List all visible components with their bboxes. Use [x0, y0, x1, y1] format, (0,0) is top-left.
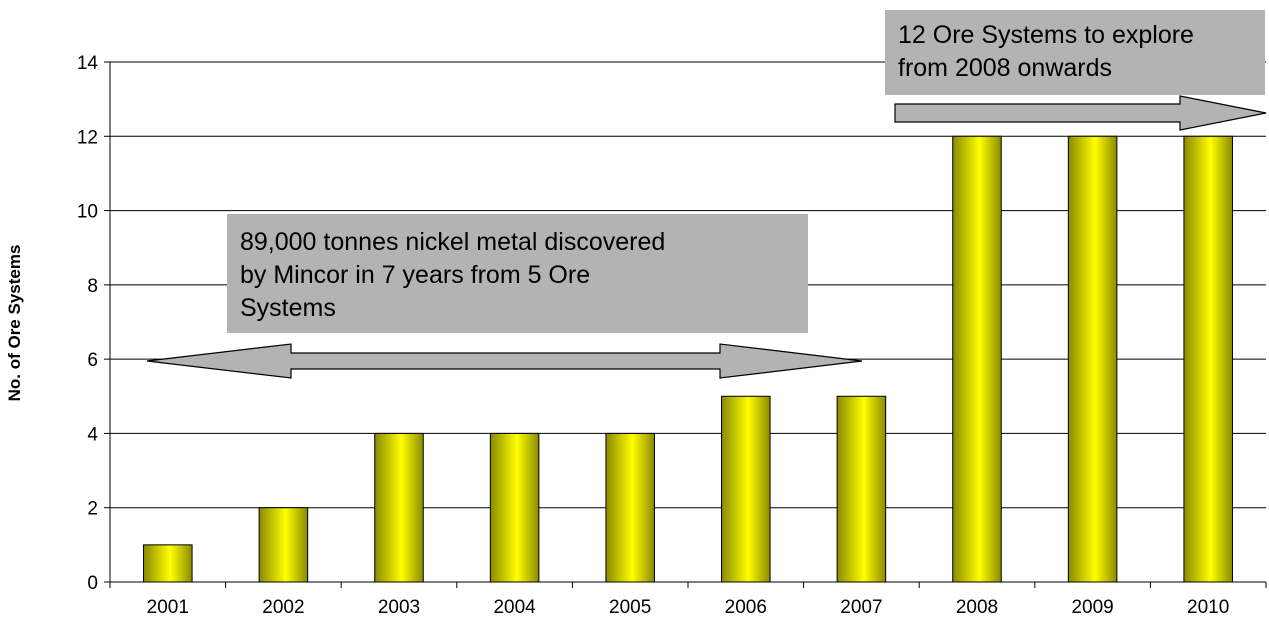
right-arrow-icon [894, 95, 1267, 131]
callout-future-line-1: 12 Ore Systems to explore [898, 21, 1194, 49]
x-tick-label: 2002 [262, 597, 304, 618]
callout-history-box [227, 214, 808, 333]
x-axis: 2001 2002 2003 2004 2005 2006 2007 2008 2009 2010 [109, 581, 1267, 618]
bar-2005 [605, 432, 655, 583]
bar-2001 [143, 544, 193, 583]
x-tick-label: 2008 [956, 597, 998, 618]
double-arrow-icon [146, 343, 863, 379]
x-tick-label: 2003 [378, 597, 420, 618]
bar-2002 [258, 507, 309, 583]
callout-history-line-1: 89,000 tonnes nickel metal discovered [240, 228, 665, 256]
bar-2008 [952, 135, 1002, 583]
x-tick-label: 2001 [147, 597, 189, 618]
callout-history-line-2: by Mincor in 7 years from 5 Ore [240, 261, 590, 289]
y-tick-label: 6 [87, 350, 98, 371]
bar-2006 [721, 395, 771, 583]
x-tick-label: 2006 [725, 597, 767, 618]
y-tick-label: 4 [87, 424, 98, 445]
callout-history: 89,000 tonnes nickel metal discovered by… [227, 214, 808, 333]
y-tick-label: 8 [87, 276, 98, 297]
x-tick-label: 2010 [1187, 597, 1229, 618]
x-tick-label: 2009 [1071, 597, 1113, 618]
bar-2004 [489, 432, 540, 583]
x-tick-label: 2004 [493, 597, 536, 618]
bar-2009 [1067, 135, 1118, 583]
y-tick-label: 2 [87, 499, 98, 520]
y-axis: 0 2 4 6 8 10 12 14 [77, 53, 111, 594]
y-tick-label: 0 [87, 573, 98, 594]
callout-future: 12 Ore Systems to explore from 2008 onwa… [885, 10, 1265, 95]
y-tick-label: 12 [77, 127, 98, 148]
y-axis-label: No. of Ore Systems [5, 245, 24, 402]
callout-future-line-2: from 2008 onwards [898, 54, 1112, 82]
bars [143, 135, 1233, 583]
bar-2010 [1183, 135, 1233, 583]
callout-future-box [885, 10, 1265, 95]
x-tick-label: 2007 [840, 597, 882, 618]
y-tick-label: 14 [77, 53, 99, 74]
bar-2003 [374, 432, 424, 583]
y-tick-label: 10 [77, 202, 98, 223]
bar-2007 [836, 395, 887, 583]
x-tick-label: 2005 [609, 597, 651, 618]
callout-history-line-3: Systems [240, 294, 336, 322]
